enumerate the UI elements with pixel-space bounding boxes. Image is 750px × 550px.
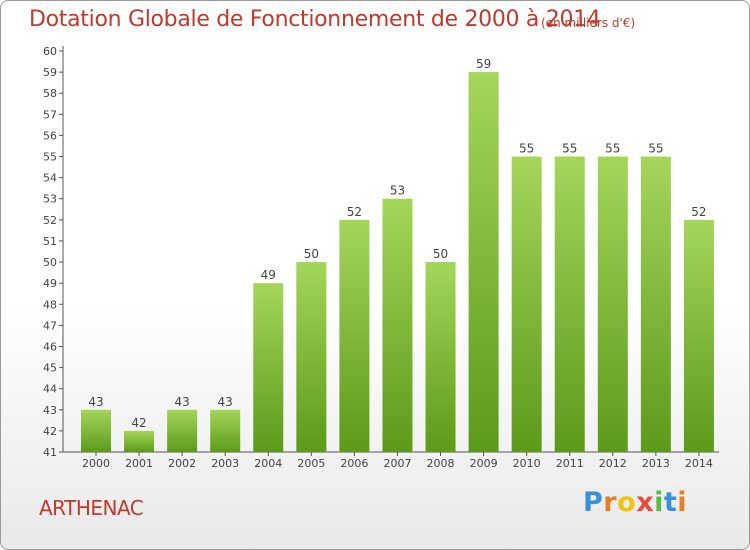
logo-letter: r	[603, 487, 618, 518]
x-tick-label: 2012	[599, 457, 627, 470]
x-tick-label: 2006	[340, 457, 368, 470]
x-tick-label: 2001	[125, 457, 153, 470]
proxiti-logo: Proxiti	[583, 487, 687, 518]
bar-value-label: 43	[174, 395, 189, 409]
bar-value-label: 50	[433, 247, 448, 261]
bar	[511, 156, 542, 453]
logo-letter: o	[617, 487, 637, 518]
bar-value-label: 42	[131, 416, 146, 430]
x-tick-label: 2005	[297, 457, 325, 470]
y-tick-label: 59	[43, 66, 57, 79]
bar	[81, 409, 111, 452]
x-tick-label: 2008	[427, 457, 455, 470]
bar	[167, 409, 198, 452]
y-tick-label: 42	[43, 425, 57, 438]
y-tick-label: 45	[43, 362, 57, 375]
logo-letter: i	[654, 487, 664, 518]
bar-value-label: 55	[519, 142, 534, 156]
logo-letter: x	[636, 487, 655, 518]
bar	[382, 198, 413, 452]
bar	[124, 430, 155, 452]
x-tick-label: 2002	[168, 457, 196, 470]
y-tick-label: 53	[43, 193, 57, 206]
bar-value-label: 50	[304, 247, 319, 261]
bar	[425, 262, 456, 452]
y-tick-label: 46	[43, 340, 57, 353]
bar	[597, 156, 628, 453]
bar	[253, 283, 284, 452]
x-tick-label: 2009	[470, 457, 498, 470]
chart-title: Dotation Globale de Fonctionnement de 20…	[29, 7, 601, 32]
x-tick-label: 2003	[211, 457, 239, 470]
x-tick-label: 2007	[383, 457, 411, 470]
y-tick-label: 54	[43, 172, 57, 185]
bar	[683, 219, 714, 452]
y-tick-label: 43	[43, 404, 57, 417]
y-tick-label: 55	[43, 151, 57, 164]
bar	[339, 219, 370, 452]
y-tick-label: 51	[43, 235, 57, 248]
bar	[468, 72, 499, 453]
bar-value-label: 53	[390, 184, 405, 198]
y-tick-label: 48	[43, 298, 57, 311]
y-tick-label: 52	[43, 214, 57, 227]
y-tick-label: 41	[43, 446, 57, 459]
x-tick-label: 2000	[82, 457, 110, 470]
y-tick-label: 57	[43, 108, 57, 121]
bar-value-label: 52	[347, 205, 362, 219]
y-tick-label: 58	[43, 87, 57, 100]
bar-value-label: 49	[261, 268, 276, 282]
y-tick-label: 49	[43, 277, 57, 290]
bar-value-label: 55	[605, 142, 620, 156]
bar	[640, 156, 671, 453]
x-tick-label: 2013	[642, 457, 670, 470]
y-tick-label: 60	[43, 45, 57, 58]
x-tick-label: 2010	[513, 457, 541, 470]
bar-value-label: 43	[88, 395, 103, 409]
bar-value-label: 43	[218, 395, 233, 409]
logo-letter: P	[583, 487, 604, 518]
bar	[554, 156, 585, 453]
x-tick-label: 2014	[685, 457, 713, 470]
bar	[296, 262, 327, 452]
logo-letter: t	[663, 487, 678, 518]
x-tick-label: 2011	[556, 457, 584, 470]
y-tick-label: 44	[43, 383, 57, 396]
y-tick-label: 47	[43, 319, 57, 332]
commune-name: ARTHENAC	[39, 496, 144, 520]
logo-letter: i	[677, 487, 688, 518]
bar-value-label: 59	[476, 57, 491, 71]
bar-value-label: 52	[691, 205, 706, 219]
bar-value-label: 55	[562, 142, 577, 156]
x-tick-label: 2004	[254, 457, 282, 470]
bar-value-label: 55	[648, 142, 663, 156]
chart-subtitle: (en milliers d'€)	[541, 16, 636, 30]
bar	[210, 409, 241, 452]
y-tick-label: 56	[43, 129, 57, 142]
y-tick-label: 50	[43, 256, 57, 269]
